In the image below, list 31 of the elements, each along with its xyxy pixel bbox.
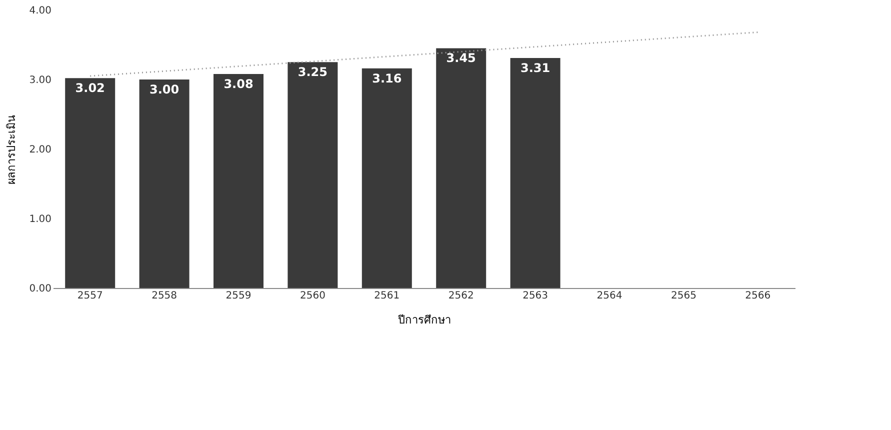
- x-axis-title: ปีการศึกษา: [397, 314, 451, 326]
- x-tick-label: 2562: [448, 290, 474, 302]
- x-tick-label: 2559: [226, 290, 252, 302]
- bar: [214, 74, 264, 288]
- y-tick-label: 4.00: [29, 6, 52, 16]
- y-axis-title: ผลการประเมิน: [5, 114, 18, 184]
- x-tick-label: 2560: [300, 290, 326, 302]
- text: 3.31: [520, 60, 550, 75]
- x-tick-label: 2563: [522, 290, 548, 302]
- y-tick-label: 2.00: [29, 144, 52, 156]
- bar: [510, 58, 560, 288]
- bar: [362, 68, 412, 288]
- x-tick-label: 2564: [596, 290, 622, 302]
- x-tick-label: 2557: [77, 290, 103, 302]
- bar: [139, 80, 190, 288]
- bar: [288, 62, 338, 288]
- y-tick-label: 0.00: [29, 284, 52, 294]
- x-tick-label: 2565: [670, 290, 696, 302]
- text: 3.45: [446, 51, 476, 66]
- text: 3.25: [298, 65, 328, 80]
- y-tick-label: 3.00: [29, 75, 52, 86]
- bar: [65, 78, 116, 288]
- x-tick-label: 2566: [745, 290, 771, 302]
- text: 3.16: [372, 71, 402, 86]
- text: 3.00: [149, 82, 180, 96]
- x-tick-label: 2558: [152, 290, 178, 302]
- text: 3.02: [75, 81, 105, 96]
- x-tick-label: 2561: [374, 290, 400, 302]
- text: 3.08: [224, 76, 254, 91]
- bar: [436, 48, 486, 288]
- y-tick-label: 1.00: [29, 214, 52, 225]
